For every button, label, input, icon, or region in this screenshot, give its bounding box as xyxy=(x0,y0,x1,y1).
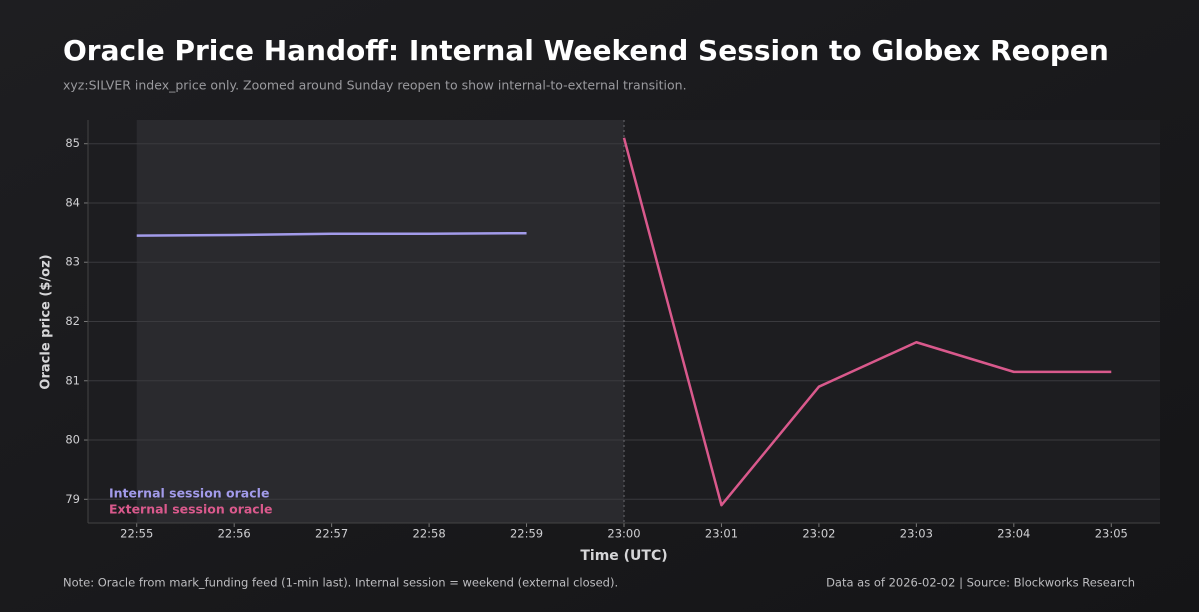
y-tick-label: 79 xyxy=(65,492,80,506)
x-tick-label: 23:03 xyxy=(900,527,933,541)
x-tick-label: 22:55 xyxy=(120,527,153,541)
series-line xyxy=(136,231,527,237)
y-tick-label: 82 xyxy=(65,314,80,328)
x-tick-label: 23:04 xyxy=(997,527,1030,541)
x-tick-label: 22:58 xyxy=(413,527,446,541)
chart-subtitle: xyz:SILVER index_price only. Zoomed arou… xyxy=(63,78,687,93)
source: Data as of 2026-02-02 | Source: Blockwor… xyxy=(826,576,1135,590)
x-tick-label: 23:02 xyxy=(802,527,835,541)
y-tick-label: 84 xyxy=(65,195,80,209)
y-tick-label: 80 xyxy=(65,433,80,447)
y-tick-label: 83 xyxy=(65,255,80,269)
x-tick-label: 22:57 xyxy=(315,527,348,541)
legend-entry: External session oracle xyxy=(109,502,272,517)
y-tick-label: 85 xyxy=(65,136,80,150)
x-tick-label: 23:01 xyxy=(705,527,738,541)
x-tick-label: 23:05 xyxy=(1095,527,1128,541)
series-line xyxy=(622,137,1112,507)
x-tick-label: 22:59 xyxy=(510,527,543,541)
footnote: Note: Oracle from mark_funding feed (1-m… xyxy=(63,576,618,590)
chart-title: Oracle Price Handoff: Internal Weekend S… xyxy=(63,34,1109,67)
x-tick-label: 23:00 xyxy=(607,527,640,541)
plot: 79 80 81 82 83 84 85 22:55 22:56 22:57 22:58 22:59 2… xyxy=(65,120,1160,541)
legend-entry: Internal session oracle xyxy=(109,486,269,501)
y-axis-label: Oracle price ($/oz) xyxy=(39,254,54,389)
y-tick-label: 81 xyxy=(65,373,80,387)
x-tick-label: 22:56 xyxy=(218,527,251,541)
x-axis-label: Time (UTC) xyxy=(580,548,667,564)
